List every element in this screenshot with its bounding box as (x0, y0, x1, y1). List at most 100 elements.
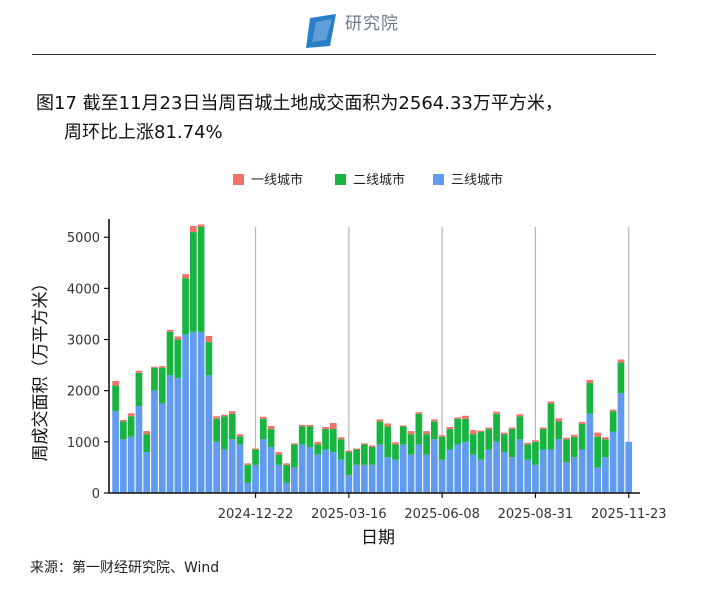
legend-label-1: 一线城市 (251, 172, 303, 188)
bar-2-26 (306, 426, 314, 447)
bar-2-22 (275, 454, 283, 465)
bar-1-39 (407, 431, 415, 435)
bar-2-52 (508, 429, 516, 458)
bar-3-5 (143, 452, 151, 493)
chart-axes: 0 1000 2000 3000 4000 5000 2024-12-22 2025-03-1… (67, 219, 667, 522)
bar-1-19 (252, 448, 259, 450)
bar-2-60 (570, 436, 578, 458)
x-tick-label-5: 2025-11-23 (591, 507, 667, 522)
bar-3-56 (539, 449, 547, 493)
bar-1-62 (586, 379, 594, 384)
bar-2-45 (454, 418, 462, 445)
bar-2-5 (143, 434, 151, 453)
bar-2-47 (469, 434, 477, 455)
bar-1-1 (112, 380, 119, 386)
bar-2-46 (462, 418, 469, 442)
bar-3-52 (508, 457, 516, 493)
bar-2-20 (259, 418, 267, 440)
bar-3-21 (267, 446, 275, 493)
bar-2-39 (407, 434, 415, 455)
bar-2-53 (516, 416, 524, 440)
bar-2-21 (267, 429, 275, 447)
bar-1-22 (275, 452, 283, 455)
research-logo-icon (306, 14, 336, 48)
bar-1-45 (454, 417, 462, 419)
bar-2-16 (228, 413, 236, 440)
bar-3-55 (532, 464, 539, 493)
bar-1-15 (221, 414, 228, 417)
bar-1-4 (135, 370, 143, 373)
bar-1-20 (259, 416, 267, 419)
bar-3-7 (158, 403, 166, 493)
logo-text: 研究院 (345, 14, 399, 34)
y-tick-label-1: 0 (92, 487, 100, 502)
bar-2-27 (314, 444, 322, 455)
legend-swatch-2 (335, 174, 346, 185)
bar-2-34 (368, 446, 376, 465)
bar-2-3 (127, 416, 135, 437)
legend-label-2: 二线城市 (353, 172, 405, 188)
bar-2-19 (252, 449, 259, 465)
bar-2-30 (337, 439, 345, 460)
bar-3-47 (469, 454, 477, 493)
bar-3-43 (438, 459, 446, 493)
bar-1-7 (158, 366, 166, 368)
bar-2-28 (322, 429, 329, 450)
bar-3-61 (578, 449, 586, 493)
bar-2-63 (594, 436, 601, 468)
bar-3-33 (361, 464, 368, 493)
bar-3-23 (283, 482, 290, 493)
bar-3-40 (415, 444, 423, 493)
y-tick-label-5: 4000 (67, 282, 100, 297)
bar-1-6 (151, 366, 158, 368)
bar-1-26 (306, 424, 314, 427)
bar-1-24 (291, 443, 298, 445)
bar-3-53 (516, 439, 524, 493)
bar-2-1 (112, 385, 119, 412)
bar-2-31 (345, 452, 353, 476)
bar-3-31 (345, 475, 353, 493)
bar-1-14 (213, 416, 221, 419)
bar-2-4 (135, 372, 143, 407)
bar-2-41 (423, 434, 430, 455)
bar-1-9 (174, 336, 182, 340)
bar-1-32 (353, 448, 360, 450)
bar-2-11 (190, 232, 197, 332)
bar-3-49 (485, 449, 493, 493)
bar-1-10 (182, 274, 189, 279)
bar-1-33 (361, 443, 368, 445)
bar-3-25 (298, 444, 306, 493)
bar-1-47 (469, 430, 477, 435)
bar-3-32 (353, 464, 360, 493)
bar-1-11 (190, 225, 197, 233)
bar-2-10 (182, 278, 189, 335)
bar-1-13 (205, 335, 213, 343)
bar-3-3 (127, 436, 135, 493)
bar-1-41 (423, 431, 430, 435)
x-tick-label-4: 2025-08-31 (498, 507, 574, 522)
bar-2-57 (547, 403, 555, 450)
bar-3-15 (221, 449, 228, 493)
bar-3-50 (493, 441, 500, 493)
header-divider (32, 54, 656, 55)
bar-1-63 (594, 432, 601, 437)
bar-3-26 (306, 446, 314, 493)
chart-legend: 一线城市 二线城市 三线城市 (233, 172, 503, 188)
bar-2-49 (485, 429, 493, 450)
bar-1-36 (384, 423, 392, 427)
bar-2-40 (415, 413, 423, 445)
bar-3-59 (563, 462, 570, 493)
bar-1-44 (446, 427, 454, 430)
x-tick-label-3: 2025-06-08 (404, 507, 480, 522)
legend-swatch-1 (233, 174, 244, 185)
bar-3-12 (197, 331, 205, 493)
bar-3-42 (431, 439, 438, 493)
bar-1-52 (508, 427, 516, 430)
bar-2-29 (329, 429, 337, 453)
bar-1-38 (399, 425, 407, 427)
bar-1-40 (415, 412, 423, 414)
bar-2-6 (151, 367, 158, 391)
bar-1-34 (368, 445, 376, 447)
bar-2-8 (166, 331, 174, 376)
bar-2-33 (361, 444, 368, 465)
